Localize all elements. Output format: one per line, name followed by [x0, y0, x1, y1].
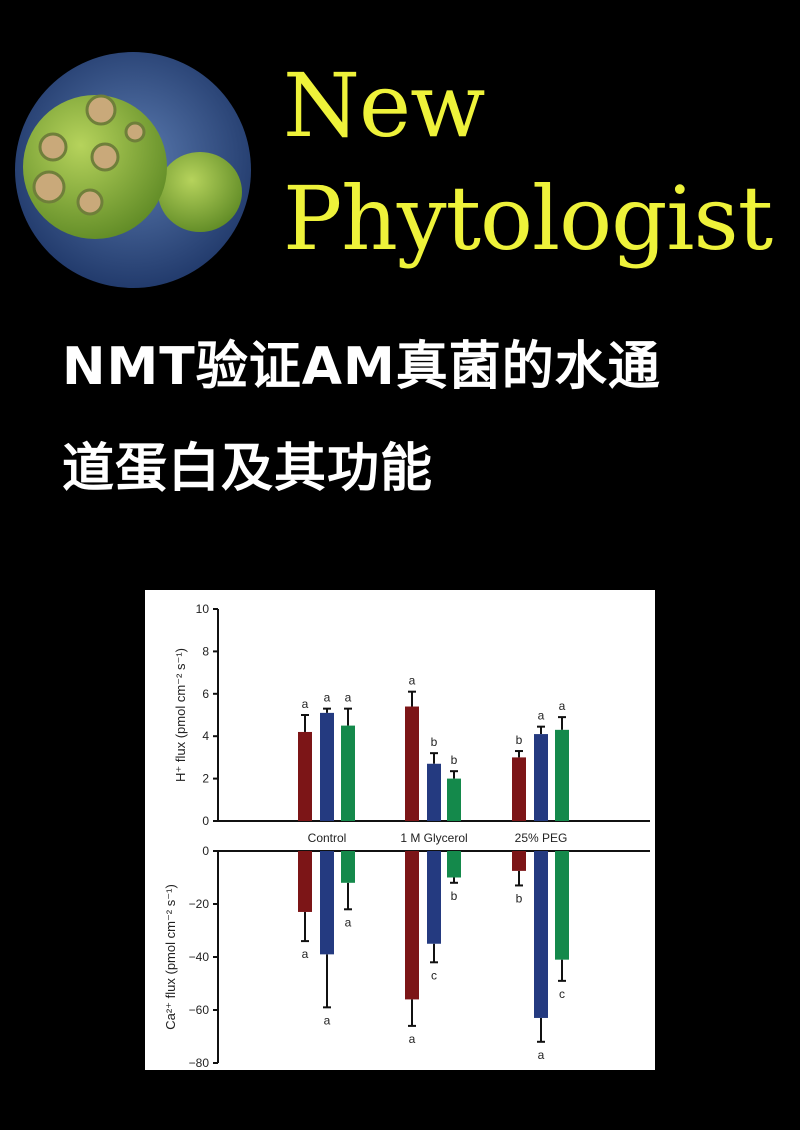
bar	[320, 712, 334, 821]
y-tick-label: −80	[189, 1056, 210, 1070]
bar	[341, 851, 355, 883]
category-label: 25% PEG	[515, 831, 568, 845]
bar	[534, 734, 548, 821]
significance-letter: a	[324, 1013, 331, 1027]
significance-letter: a	[302, 697, 309, 711]
significance-letter: b	[516, 733, 523, 747]
headline-line2: 道蛋白及其功能	[62, 439, 434, 499]
significance-letter: c	[431, 968, 437, 982]
bar	[320, 851, 334, 955]
significance-letter: c	[559, 987, 565, 1001]
significance-letter: a	[345, 691, 352, 705]
bar	[427, 851, 441, 944]
significance-letter: a	[302, 947, 309, 961]
y-tick-label: 0	[202, 814, 209, 828]
y-tick-label: −40	[189, 950, 210, 964]
headline-line1: NMT验证AM真菌的水通	[62, 337, 661, 397]
journal-title-line1: New	[283, 54, 485, 157]
significance-letter: a	[559, 699, 566, 713]
y-tick-label: 6	[202, 687, 209, 701]
significance-letter: a	[538, 709, 545, 723]
bar	[512, 851, 526, 871]
category-label: Control	[308, 831, 347, 845]
significance-letter: a	[345, 915, 352, 929]
category-label: 1 M Glycerol	[400, 831, 467, 845]
y-tick-label: 4	[202, 729, 209, 743]
y-axis-label: H⁺ flux (pmol cm⁻² s⁻¹)	[173, 648, 188, 782]
significance-letter: a	[538, 1048, 545, 1062]
flux-chart: 0 2 4 6 8 10 H⁺ flux (pmol cm⁻² s⁻¹) a a b a b a a b a 0…	[145, 590, 655, 1070]
bar	[555, 729, 569, 821]
bar	[447, 851, 461, 878]
significance-letter: b	[431, 735, 438, 749]
significance-letter: b	[451, 889, 458, 903]
y-tick-label: 8	[202, 644, 209, 658]
journal-cover-image	[15, 52, 251, 288]
bar	[405, 706, 419, 821]
bar	[427, 763, 441, 821]
bar	[447, 778, 461, 821]
bar	[298, 851, 312, 912]
y-tick-label: −20	[189, 897, 210, 911]
significance-letter: b	[516, 891, 523, 905]
significance-letter: a	[324, 691, 331, 705]
significance-letter: a	[409, 1032, 416, 1046]
journal-title-line2: Phytologist	[283, 167, 773, 270]
bar	[405, 851, 419, 1000]
bar	[298, 731, 312, 821]
bar	[341, 725, 355, 821]
bar	[555, 851, 569, 960]
y-tick-label: −60	[189, 1003, 210, 1017]
y-tick-label: 10	[196, 602, 210, 616]
significance-letter: b	[451, 753, 458, 767]
bar	[534, 851, 548, 1018]
y-axis-label: Ca²⁺ flux (pmol cm⁻² s⁻¹)	[163, 884, 178, 1030]
significance-letter: a	[409, 674, 416, 688]
y-tick-label: 0	[202, 844, 209, 858]
y-tick-label: 2	[202, 772, 209, 786]
bar	[512, 757, 526, 821]
